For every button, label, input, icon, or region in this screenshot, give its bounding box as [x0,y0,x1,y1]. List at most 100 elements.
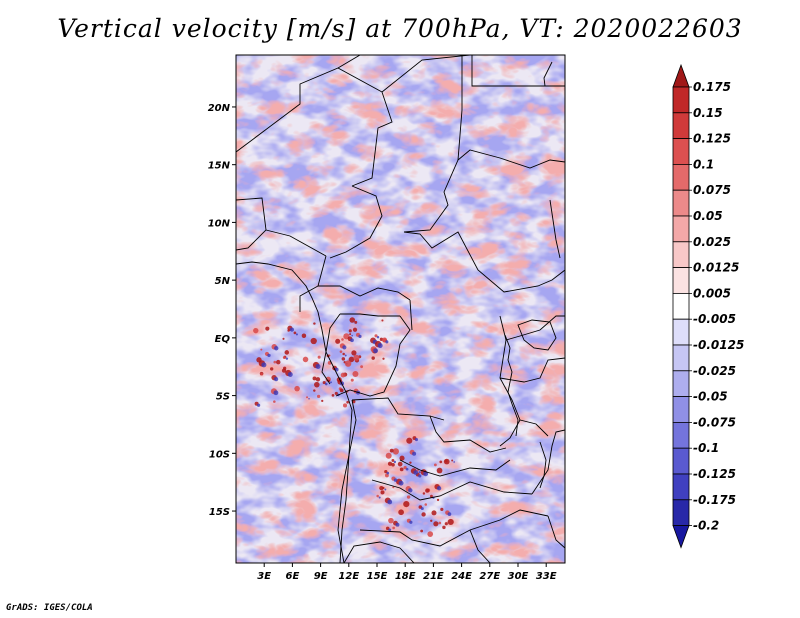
downdraft-cell [447,512,452,516]
updraft-cell [399,455,405,461]
updraft-cell [293,331,297,335]
downdraft-cell [289,327,294,332]
y-axis: 20N 15N 10N 5N EQ 5S 10S 15S [208,103,236,518]
updraft-cell [439,460,443,464]
downdraft-cell [342,345,347,350]
downdraft-cell [308,397,310,400]
colorbar-label: 0.15 [693,106,723,120]
x-tick-label: 27E [479,571,500,582]
updraft-cell [352,371,359,377]
colorbar-bin [672,86,690,114]
downdraft-cell [373,348,379,354]
updraft-cell [433,463,437,467]
updraft-cell [403,500,410,508]
y-tick-label: 10S [209,449,230,460]
updraft-cell [397,461,403,467]
updraft-cell [384,473,389,478]
downdraft-cell [395,522,400,527]
colorbar-bin [672,396,690,423]
updraft-cell [313,389,316,392]
downdraft-cell [408,488,413,493]
colorbar-bin [672,421,690,449]
updraft-cell [269,367,274,371]
colorbar-label: -0.125 [693,467,736,481]
updraft-cell [282,356,286,359]
downdraft-cell [350,338,354,343]
updraft-cell [433,521,439,527]
downdraft-cell [387,499,393,505]
updraft-cell [306,396,309,399]
y-tick-label: EQ [215,334,231,345]
downdraft-cell [385,340,389,344]
downdraft-cell [274,346,279,351]
downdraft-cell [453,461,455,463]
updraft-cell [276,359,281,365]
downdraft-cell [377,343,383,349]
colorbar-bin [672,318,690,346]
updraft-cell [427,531,434,537]
updraft-cell [346,400,349,404]
updraft-cell [321,399,324,403]
updraft-cell [316,394,321,399]
colorbar-label: 0.075 [693,183,731,197]
x-tick-label: 18E [395,571,416,582]
colorbar-bin [672,344,690,372]
downdraft-cell [358,334,362,339]
plot-frame [235,54,566,564]
downdraft-cell [412,451,417,456]
updraft-cell [273,400,276,403]
downdraft-cell [324,382,328,386]
updraft-cell [284,350,290,355]
colorbar-bin [672,163,690,191]
updraft-cell [392,486,395,489]
colorbar-bin [672,267,690,294]
colorbar-label: 0.1 [693,157,714,171]
x-tick-label: 15E [367,571,388,582]
updraft-cell [409,461,412,464]
updraft-cell [391,459,395,462]
x-tick-label: 24E [451,571,472,582]
updraft-cell [382,357,385,360]
updraft-cell [348,356,355,363]
updraft-cell [340,372,346,378]
updraft-cell [334,391,338,396]
downdraft-cell [378,496,381,499]
colorbar-top-arrow [672,63,690,88]
updraft-cell [436,498,440,502]
colorbar-label: -0.05 [693,390,728,404]
x-axis: 3E 6E 9E 12E 15E 18E 21E 24E 27E 30E 33E [257,563,557,582]
downdraft-cell [393,460,397,464]
updraft-cell [342,352,345,356]
updraft-cell [301,333,307,338]
updraft-cell [421,512,426,517]
updraft-cell [422,492,426,495]
updraft-cell [443,458,450,465]
downdraft-cell [413,470,418,475]
updraft-cell [317,355,321,359]
updraft-cell [425,488,430,493]
updraft-cell [349,333,352,336]
velocity-field [236,55,565,563]
colorbar-label: 0.005 [693,286,731,300]
colorbar-label: -0.2 [693,519,719,533]
downdraft-cell [273,390,279,396]
downdraft-cell [315,364,321,370]
updraft-cell [420,529,424,533]
downdraft-cell [273,376,279,382]
colorbar-bin [672,499,690,526]
colorbar-label: -0.0125 [693,338,744,352]
updraft-cell [387,461,393,466]
colorbar-bin [672,138,690,165]
downdraft-cell [344,354,347,357]
colorbar-label: -0.025 [693,364,736,378]
updraft-cell [287,329,290,332]
downdraft-cell [295,333,298,336]
updraft-cell [406,495,411,499]
updraft-cell [313,322,316,325]
downdraft-cell [420,507,424,511]
colorbar-label: -0.1 [693,441,719,455]
updraft-cell [350,378,354,382]
updraft-cell [283,366,287,370]
downdraft-cell [393,478,398,482]
